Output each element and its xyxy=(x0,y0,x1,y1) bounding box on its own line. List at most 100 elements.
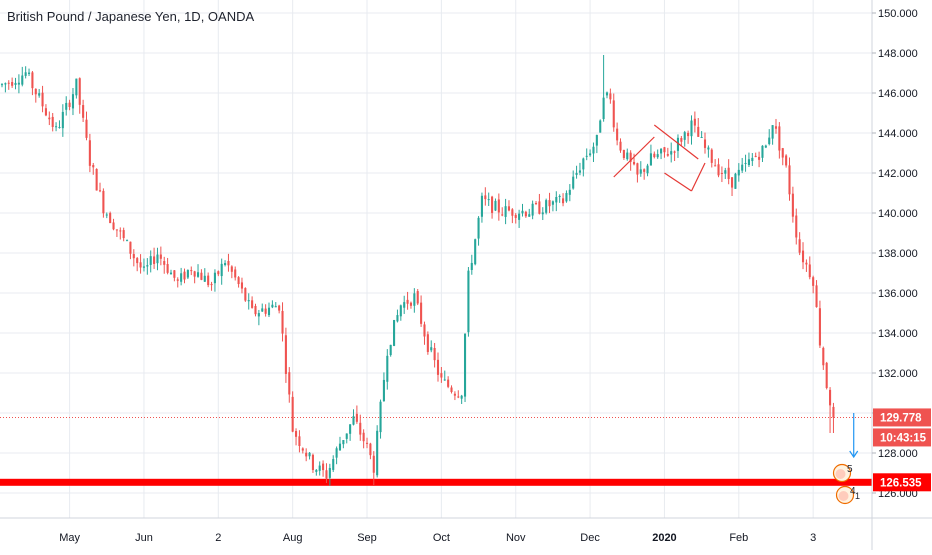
candle-body[interactable] xyxy=(622,149,625,159)
candle-body[interactable] xyxy=(572,176,575,189)
candle-body[interactable] xyxy=(14,82,17,85)
candle-body[interactable] xyxy=(761,145,764,158)
candle-body[interactable] xyxy=(558,195,561,197)
candle-body[interactable] xyxy=(751,157,754,162)
candle-body[interactable] xyxy=(261,308,264,312)
candle-body[interactable] xyxy=(318,465,321,471)
candle-body[interactable] xyxy=(480,195,483,217)
candle-body[interactable] xyxy=(278,305,281,311)
candle-body[interactable] xyxy=(267,307,271,316)
last-price-tag[interactable] xyxy=(873,408,931,427)
candle-body[interactable] xyxy=(48,117,51,120)
candle-body[interactable] xyxy=(646,165,649,174)
candle-body[interactable] xyxy=(680,138,683,142)
candle-body[interactable] xyxy=(196,272,200,277)
candle-body[interactable] xyxy=(58,127,61,129)
candle-body[interactable] xyxy=(389,344,392,356)
candle-body[interactable] xyxy=(325,470,328,479)
candle-body[interactable] xyxy=(247,300,250,302)
candle-body[interactable] xyxy=(102,190,105,214)
candle-body[interactable] xyxy=(666,154,669,156)
candle-body[interactable] xyxy=(463,333,467,397)
candle-body[interactable] xyxy=(629,152,632,162)
candle-body[interactable] xyxy=(497,199,500,213)
candle-body[interactable] xyxy=(764,145,767,148)
candle-body[interactable] xyxy=(747,159,750,166)
candle-body[interactable] xyxy=(207,275,210,286)
candle-body[interactable] xyxy=(518,213,521,220)
candle-body[interactable] xyxy=(244,288,247,301)
candle-body[interactable] xyxy=(474,239,477,265)
candle-body[interactable] xyxy=(328,467,331,478)
candle-body[interactable] xyxy=(176,279,179,281)
candle-body[interactable] xyxy=(453,393,456,396)
candle-body[interactable] xyxy=(791,193,794,217)
candle-body[interactable] xyxy=(369,443,372,456)
candle-body[interactable] xyxy=(136,258,139,264)
candle-body[interactable] xyxy=(700,137,703,139)
candle-body[interactable] xyxy=(774,126,778,129)
candle-body[interactable] xyxy=(399,305,402,317)
candle-body[interactable] xyxy=(88,140,91,166)
candle-body[interactable] xyxy=(409,302,413,306)
candle-body[interactable] xyxy=(693,118,696,126)
candle-body[interactable] xyxy=(129,241,132,254)
candle-body[interactable] xyxy=(595,134,598,146)
candle-body[interactable] xyxy=(818,308,821,346)
candle-body[interactable] xyxy=(568,189,571,195)
candle-body[interactable] xyxy=(11,82,14,86)
candle-body[interactable] xyxy=(562,198,565,204)
candle-body[interactable] xyxy=(352,416,355,425)
candle-body[interactable] xyxy=(159,254,162,259)
candle-body[interactable] xyxy=(210,283,213,286)
candle-body[interactable] xyxy=(548,200,551,207)
candle-body[interactable] xyxy=(670,151,673,155)
candle-body[interactable] xyxy=(703,139,707,148)
candle-body[interactable] xyxy=(355,413,358,422)
candle-body[interactable] xyxy=(528,214,531,217)
candle-body[interactable] xyxy=(511,209,514,216)
candle-body[interactable] xyxy=(68,102,71,107)
candle-body[interactable] xyxy=(619,141,622,151)
candle-body[interactable] xyxy=(349,424,352,434)
candle-body[interactable] xyxy=(95,168,98,191)
candle-body[interactable] xyxy=(122,230,125,239)
candle-body[interactable] xyxy=(727,167,730,180)
candle-body[interactable] xyxy=(7,82,10,84)
candle-body[interactable] xyxy=(308,452,311,457)
candle-body[interactable] xyxy=(359,422,362,435)
pattern-trendline[interactable] xyxy=(653,124,699,160)
candle-body[interactable] xyxy=(315,469,318,472)
candle-body[interactable] xyxy=(4,83,7,85)
candle-body[interactable] xyxy=(616,128,619,141)
candle-body[interactable] xyxy=(612,100,615,128)
candle-body[interactable] xyxy=(788,165,791,195)
candle-body[interactable] xyxy=(406,299,409,304)
candle-body[interactable] xyxy=(768,137,771,145)
candle-body[interactable] xyxy=(17,82,20,85)
candle-body[interactable] xyxy=(447,379,450,387)
candle-body[interactable] xyxy=(274,306,277,308)
candle-body[interactable] xyxy=(203,275,206,282)
candle-body[interactable] xyxy=(109,213,112,224)
candle-body[interactable] xyxy=(795,215,798,238)
candle-body[interactable] xyxy=(460,395,463,399)
candle-body[interactable] xyxy=(126,240,129,242)
candle-body[interactable] xyxy=(771,125,774,139)
candle-body[interactable] xyxy=(230,266,233,272)
candle-body[interactable] xyxy=(65,102,68,110)
candle-body[interactable] xyxy=(815,285,818,308)
candle-body[interactable] xyxy=(676,137,680,151)
candle-body[interactable] xyxy=(85,119,88,138)
candle-body[interactable] xyxy=(311,454,314,470)
candle-body[interactable] xyxy=(487,199,490,201)
candle-body[interactable] xyxy=(609,93,612,100)
candle-body[interactable] xyxy=(741,164,744,171)
candle-body[interactable] xyxy=(683,132,686,140)
candle-body[interactable] xyxy=(663,147,666,153)
candle-body[interactable] xyxy=(433,347,436,361)
candle-body[interactable] xyxy=(491,196,494,213)
candle-body[interactable] xyxy=(832,406,835,418)
candle-body[interactable] xyxy=(812,277,815,286)
